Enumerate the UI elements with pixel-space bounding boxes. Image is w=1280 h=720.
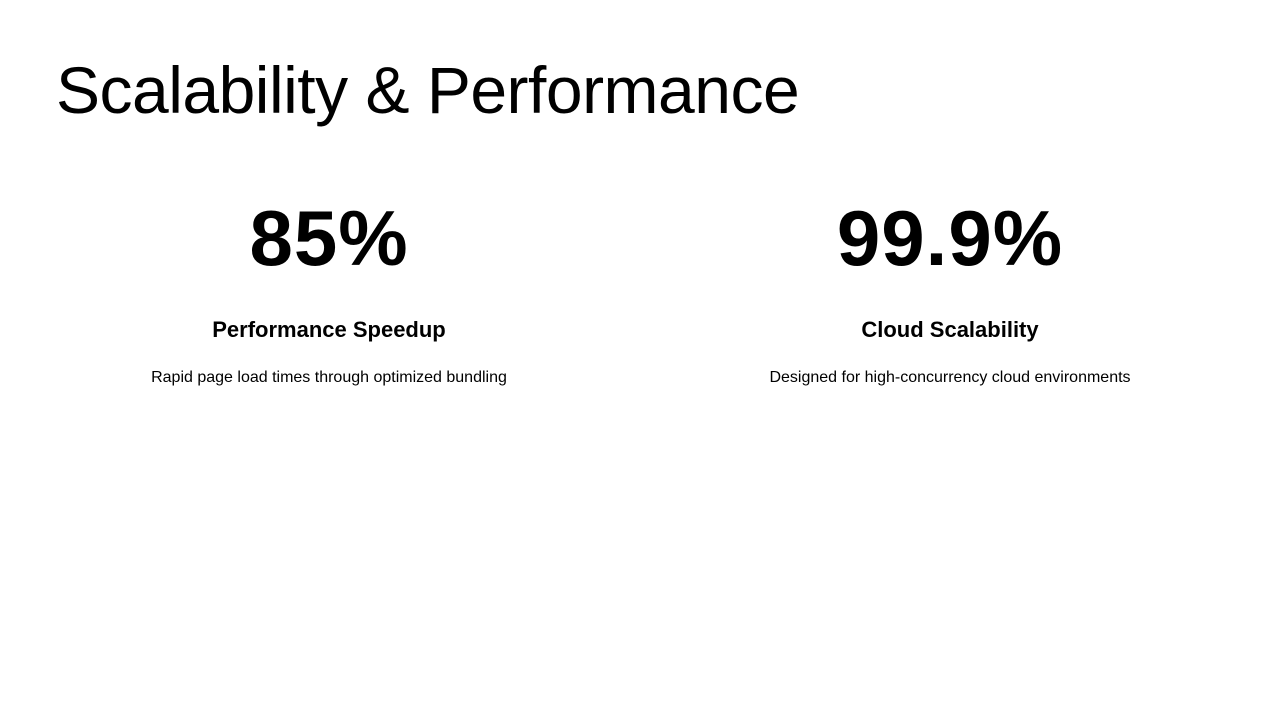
- page-title: Scalability & Performance: [56, 53, 800, 127]
- stat-value: 99.9%: [836, 194, 1064, 282]
- stat-description: Rapid page load times through optimized …: [151, 369, 507, 386]
- stat-description: Designed for high-concurrency cloud envi…: [769, 369, 1131, 386]
- stat-heading: Cloud Scalability: [861, 317, 1039, 342]
- stat-cloud-scalability: 99.9% Cloud Scalability Designed for hig…: [640, 196, 1260, 388]
- stat-heading: Performance Speedup: [212, 317, 446, 342]
- stat-value: 85%: [249, 194, 409, 282]
- stat-performance-speedup: 85% Performance Speedup Rapid page load …: [58, 196, 600, 388]
